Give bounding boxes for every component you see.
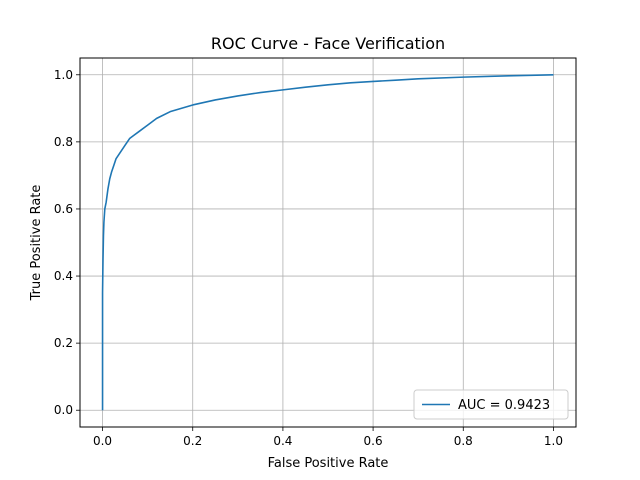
y-axis-label: True Positive Rate [29,185,44,302]
x-tick-label: 0.8 [454,434,473,448]
y-tick-label: 0.0 [54,403,73,417]
y-tick-label: 0.8 [54,135,73,149]
ticks: 0.0 0.2 0.4 0.6 0.8 1.0 0.0 0.2 0.4 0.6 0.8 1.0 [54,68,563,448]
x-tick-label: 1.0 [544,434,563,448]
x-tick-label: 0.4 [273,434,292,448]
series-layer [101,73,554,411]
legend-label: AUC = 0.9423 [458,398,550,413]
plot-frame [79,57,577,428]
x-tick-label: 0.6 [364,434,383,448]
legend-box [413,389,569,420]
y-tick-label: 0.4 [54,269,73,283]
chart-title: ROC Curve - Face Verification [211,34,445,53]
roc-curve-line [101,73,554,411]
y-tick-label: 0.2 [54,336,73,350]
x-tick-label: 0.0 [93,434,112,448]
y-tick-label: 1.0 [54,68,73,82]
x-axis-label: False Positive Rate [268,456,389,471]
legend: AUC = 0.9423 [413,389,569,420]
y-tick-label: 0.6 [54,202,73,216]
grid [80,58,576,427]
x-tick-label: 0.2 [183,434,202,448]
